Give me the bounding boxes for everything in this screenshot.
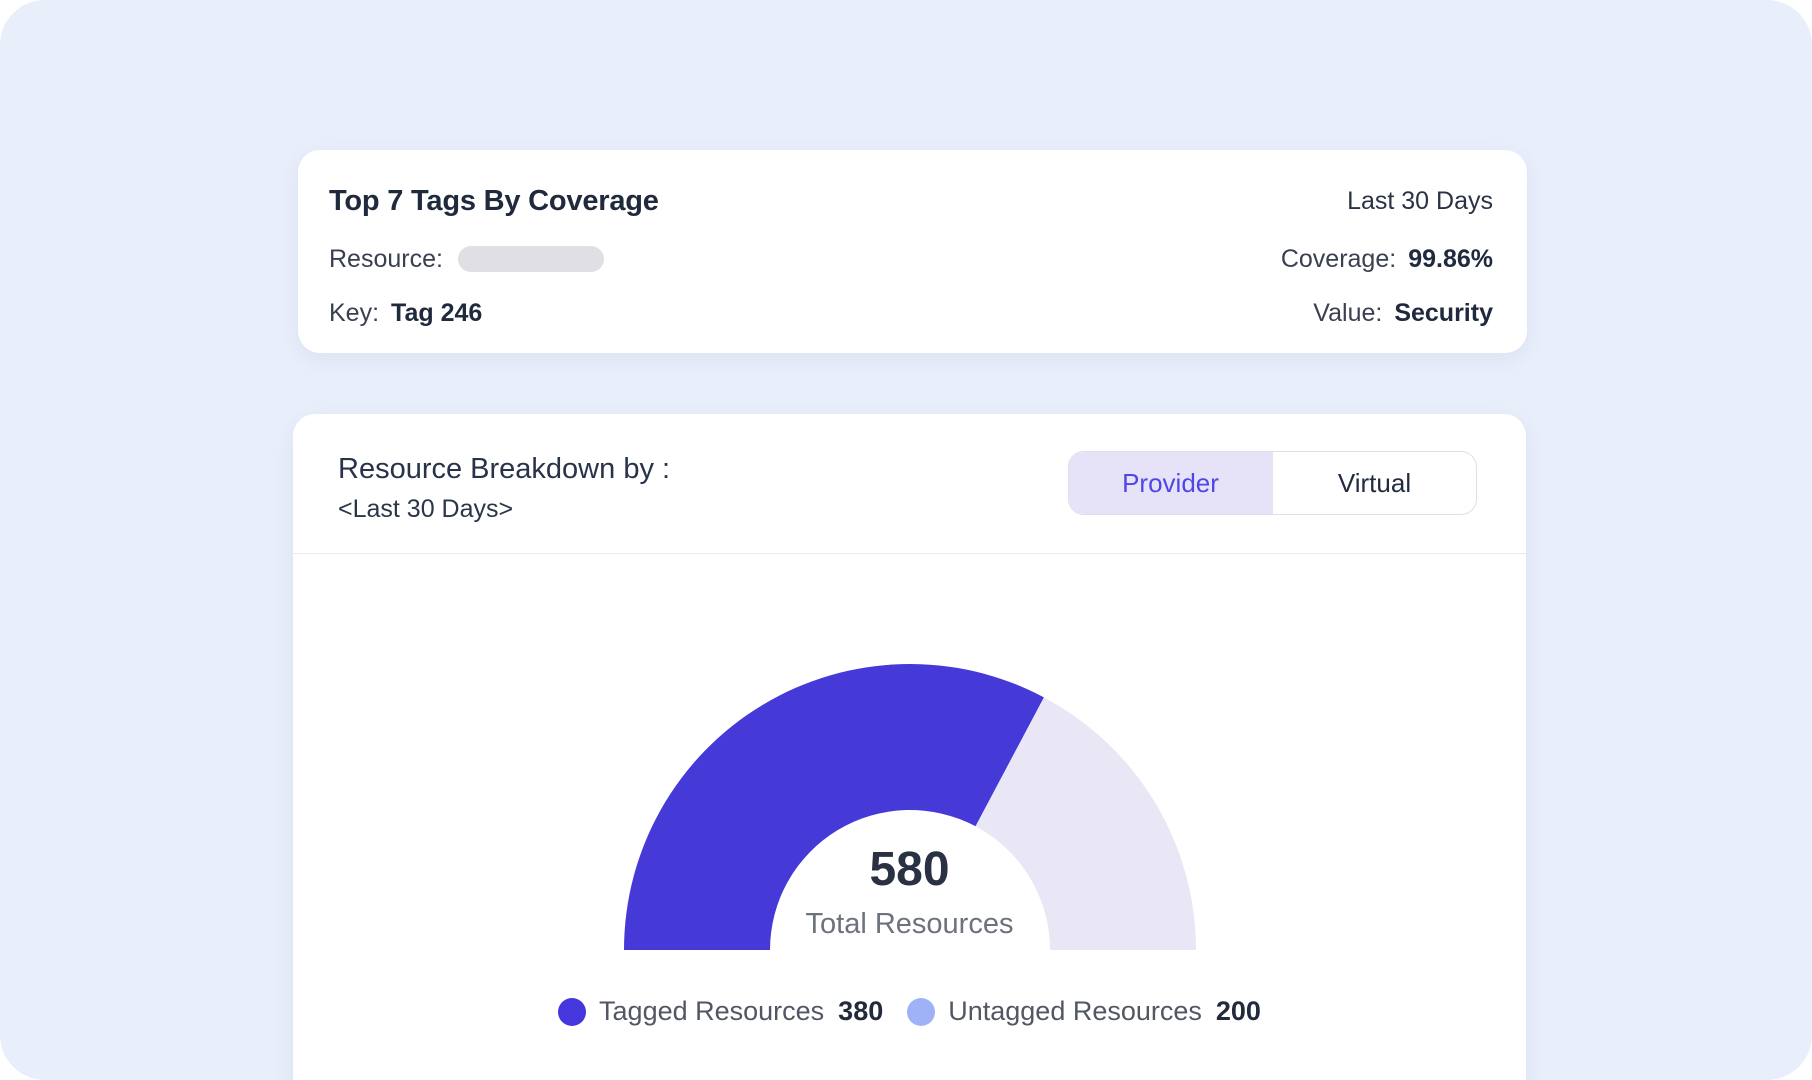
legend-item-untagged: Untagged Resources 200: [907, 996, 1261, 1027]
coverage-value: 99.86%: [1408, 244, 1493, 273]
semi-donut-chart: [623, 663, 1197, 951]
untagged-legend-label: Untagged Resources: [948, 996, 1202, 1026]
breakdown-subtitle: <Last 30 Days>: [338, 495, 514, 523]
tagged-legend-label: Tagged Resources: [599, 996, 825, 1026]
donut-segment-0: [623, 664, 1044, 950]
resource-value-placeholder: [457, 246, 604, 272]
top-tags-coverage-card: Top 7 Tags By Coverage Last 30 Days Reso…: [298, 150, 1527, 353]
untagged-legend-dot-icon: [907, 997, 936, 1026]
toggle-option-provider[interactable]: Provider: [1069, 452, 1272, 514]
key-label: Key:: [329, 298, 380, 327]
legend-item-tagged: Tagged Resources 380: [558, 996, 883, 1027]
chart-legend: Tagged Resources 380 Untagged Resources …: [293, 996, 1526, 1027]
tagged-legend-dot-icon: [558, 997, 587, 1026]
toggle-option-virtual[interactable]: Virtual: [1272, 452, 1476, 514]
resource-label: Resource:: [329, 244, 443, 273]
tagged-legend-value: 380: [838, 996, 884, 1026]
coverage-label: Coverage:: [1280, 244, 1397, 273]
value-value: Security: [1394, 298, 1493, 327]
provider-virtual-toggle: Provider Virtual: [1068, 451, 1477, 515]
breakdown-title: Resource Breakdown by :: [338, 453, 671, 485]
donut-segment-1: [975, 697, 1196, 950]
value-label: Value:: [1313, 298, 1383, 327]
key-value: Tag 246: [391, 298, 483, 327]
donut-center-label: Total Resources: [805, 908, 1014, 940]
period-label: Last 30 Days: [1347, 186, 1493, 215]
header-divider: [293, 553, 1526, 554]
untagged-legend-value: 200: [1215, 996, 1261, 1026]
donut-center-value: 580: [869, 843, 950, 896]
card-title: Top 7 Tags By Coverage: [329, 184, 659, 217]
resource-breakdown-card: Resource Breakdown by : <Last 30 Days> P…: [293, 414, 1526, 1080]
semi-donut-svg: [623, 664, 1196, 950]
